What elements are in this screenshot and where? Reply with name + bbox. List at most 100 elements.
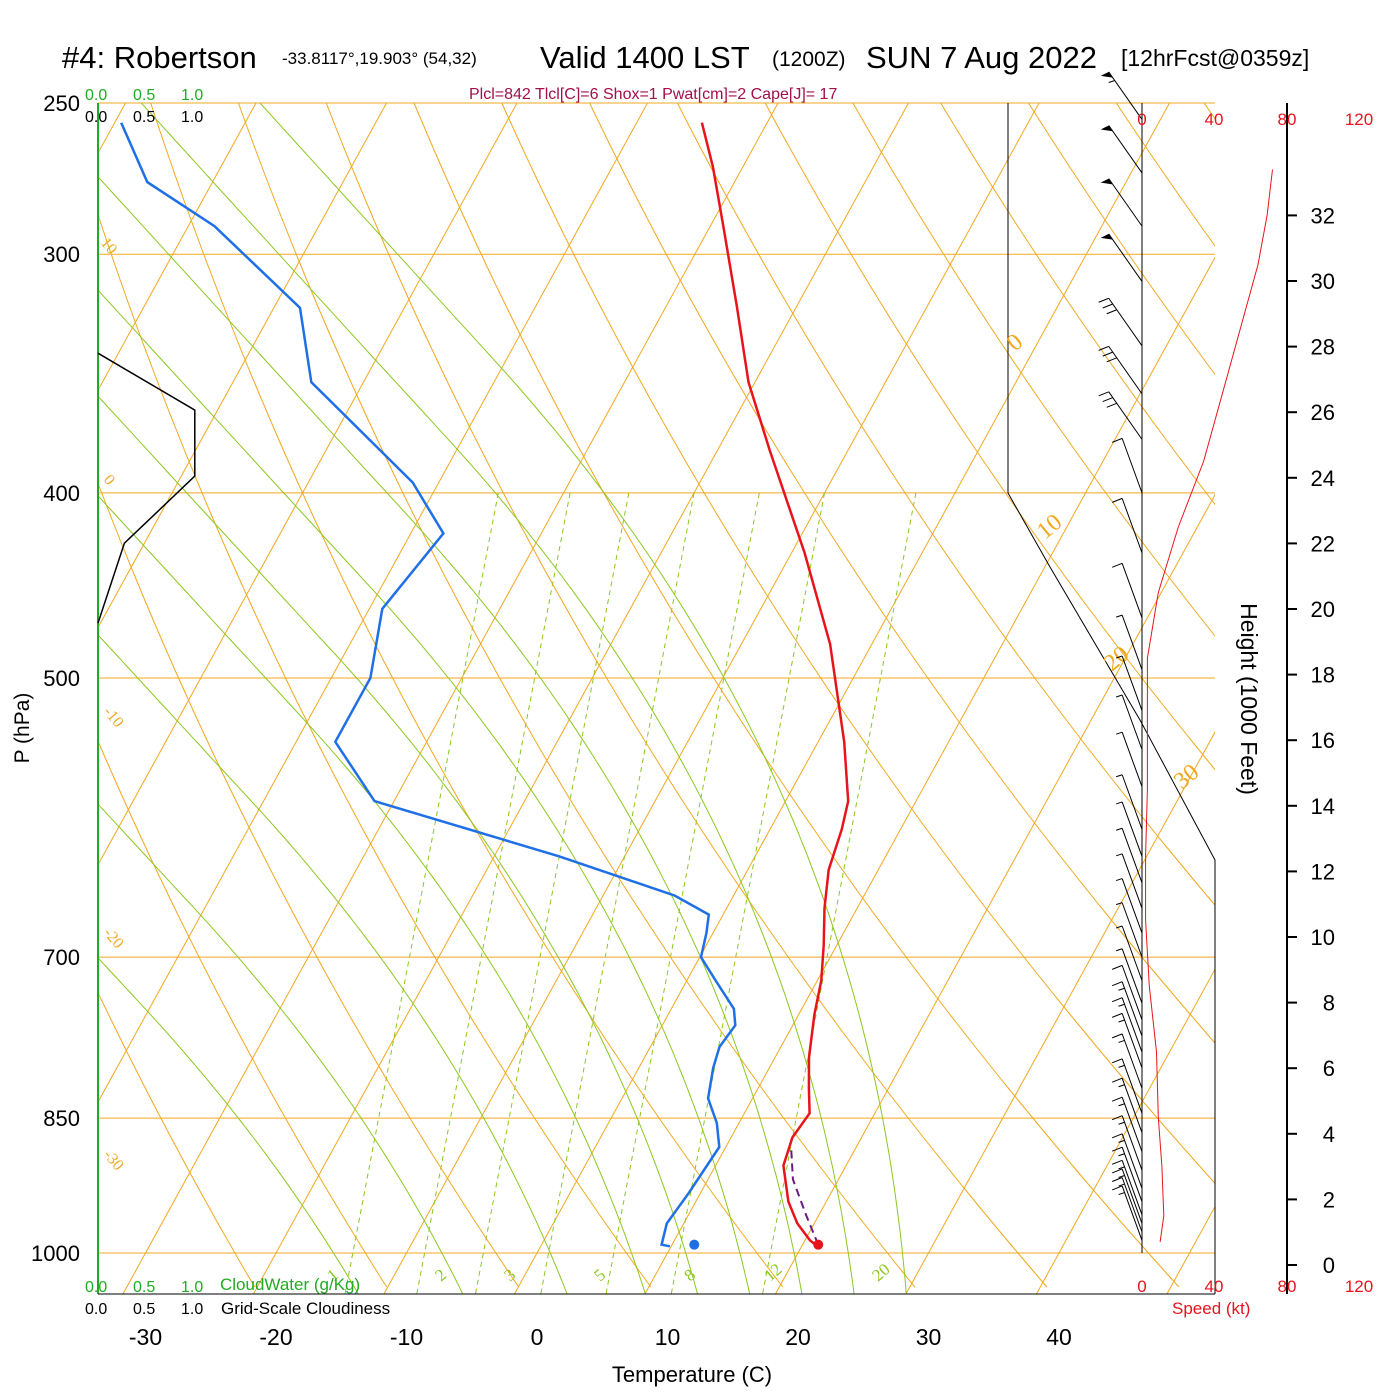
pressure-tick-label: 500 [43, 666, 80, 691]
height-tick-label: 20 [1311, 597, 1335, 622]
wind-barb-staff [1121, 655, 1143, 711]
wind-barb-half-flag [1118, 1019, 1125, 1023]
dry-adiabat-line [150, 103, 784, 1288]
wind-barb-flag [1111, 1033, 1123, 1039]
height-tick-label: 18 [1311, 663, 1335, 688]
wind-barb-staff [1121, 1115, 1143, 1171]
dry-adiabat-line [852, 103, 1215, 637]
wind-barb-staff [1121, 694, 1143, 750]
wind-barb-flag [1106, 402, 1117, 408]
pressure-tick-label: 1000 [31, 1241, 80, 1266]
wind-barb-half-flag [1118, 1103, 1125, 1107]
wind-barb-staff [1121, 997, 1143, 1053]
wind-barb-staff [1121, 563, 1143, 618]
dry-adiabat-line [1380, 103, 1400, 1287]
surface-temperature-marker [813, 1239, 824, 1250]
wind-barb-staff [1121, 925, 1143, 981]
valid-time: Valid 1400 LST [540, 40, 750, 75]
wind-barb-flag [1111, 981, 1123, 987]
speed-bottom-tick-2: 80 [1278, 1277, 1297, 1296]
wind-barb-flag [1098, 345, 1109, 351]
mixing-ratio-line [605, 492, 760, 1294]
wind-barb-flag [1106, 357, 1117, 363]
wind-barb-staff [1108, 391, 1143, 440]
wind-barb-half-flag [1118, 1153, 1125, 1157]
wind-barb-pennant [1100, 233, 1113, 240]
dry-adiabat-line [1028, 103, 1215, 376]
cloudiness-tick-2: 1.0 [181, 1301, 203, 1318]
adiabat-lines [98, 103, 1400, 1294]
pressure-tick-label: 250 [43, 91, 80, 116]
speed-top-tick-2: 80 [1278, 110, 1297, 129]
wind-barb-staff [1121, 1078, 1143, 1133]
dry-adiabat-line [764, 103, 1215, 771]
isotherm-label: -20 [100, 925, 127, 952]
moist-adiabat-line [98, 289, 751, 1294]
pressure-tick-label: 850 [43, 1106, 80, 1131]
wind-barb-flag [1102, 351, 1113, 357]
height-tick-label: 26 [1311, 400, 1335, 425]
wind-barb-half-flag [1118, 1192, 1125, 1196]
wind-barb-staff [1108, 71, 1143, 120]
mixing-ratio-label: 12 [760, 1260, 785, 1285]
moist-adiabat-line [98, 395, 698, 1294]
wind-barb-flag [1111, 1077, 1123, 1083]
wind-barb-flag [1102, 303, 1113, 309]
valid-date: SUN 7 Aug 2022 [866, 40, 1097, 75]
moist-adiabat-line [98, 957, 359, 1294]
wind-barb-staff [1108, 125, 1143, 174]
isotherm-line [98, 103, 257, 392]
speed-bottom-tick-0: 0 [1137, 1277, 1146, 1296]
isotherm-line [122, 103, 779, 1294]
height-tick-label: 8 [1323, 991, 1335, 1016]
speed-axis-label: Speed (kt) [1172, 1299, 1250, 1318]
pressure-tick-label: 700 [43, 945, 80, 970]
wind-barb-staff [1121, 1146, 1143, 1202]
wind-barb-flag [1111, 562, 1123, 568]
wind-barb-staff [1121, 1096, 1143, 1152]
wind-barb-flag [1102, 397, 1113, 403]
dry-adiabat-line [676, 103, 1215, 906]
wind-barb-flag [1111, 1159, 1123, 1165]
terrain-outline [1007, 103, 1216, 1294]
height-tick-label: 10 [1311, 925, 1335, 950]
wind-barb-flag [1111, 1168, 1123, 1174]
cloudwater-label: CloudWater (g/Kg) [220, 1275, 360, 1294]
wind-barb-flag [1111, 964, 1123, 970]
isotherm-label: 20 [1099, 641, 1134, 676]
wind-barb-half-flag [1108, 80, 1115, 83]
wind-barbs [1098, 71, 1143, 1241]
speed-bottom-tick-1: 40 [1205, 1277, 1224, 1296]
wind-barb-staff [1121, 981, 1143, 1037]
wind-barb-staff [1121, 965, 1143, 1021]
dry-adiabat-line [98, 213, 652, 1288]
x-tick-label: -20 [259, 1324, 292, 1350]
wind-barb-staff [1108, 178, 1143, 227]
wind-barb-half-flag [1116, 853, 1123, 857]
surface-dewpoint-marker [689, 1239, 700, 1250]
wind-barb-flag [1111, 1146, 1123, 1152]
wind-barb-staff [1121, 1013, 1143, 1069]
wind-barb-staff [1121, 1168, 1143, 1224]
speed-top-tick-0: 0 [1137, 110, 1146, 129]
dewpoint-line [120, 122, 737, 1248]
wind-barb-staff [1108, 233, 1143, 282]
wind-barb-half-flag [1118, 1139, 1125, 1143]
isotherm-line [1036, 968, 1215, 1294]
wind-barb-flag [1111, 997, 1123, 1003]
x-tick-label: 20 [785, 1324, 811, 1350]
wind-barb-half-flag [1116, 655, 1123, 659]
dry-adiabat-line [1292, 103, 1400, 1287]
isotherm-line [905, 731, 1215, 1294]
wind-barb-staff [1121, 1160, 1143, 1215]
wind-barb-staff [1121, 614, 1143, 670]
wind-barb-staff [1108, 346, 1143, 395]
dry-adiabat-line [1203, 103, 1215, 120]
wind-barb-half-flag [1118, 1084, 1125, 1088]
moist-adiabat-line [98, 495, 646, 1294]
wind-barb-staff [1121, 1185, 1143, 1241]
cloudwater-top-tick-2: 1.0 [181, 87, 203, 104]
speed-top-tick-1: 40 [1205, 110, 1224, 129]
wind-barb-flag [1111, 1185, 1123, 1191]
